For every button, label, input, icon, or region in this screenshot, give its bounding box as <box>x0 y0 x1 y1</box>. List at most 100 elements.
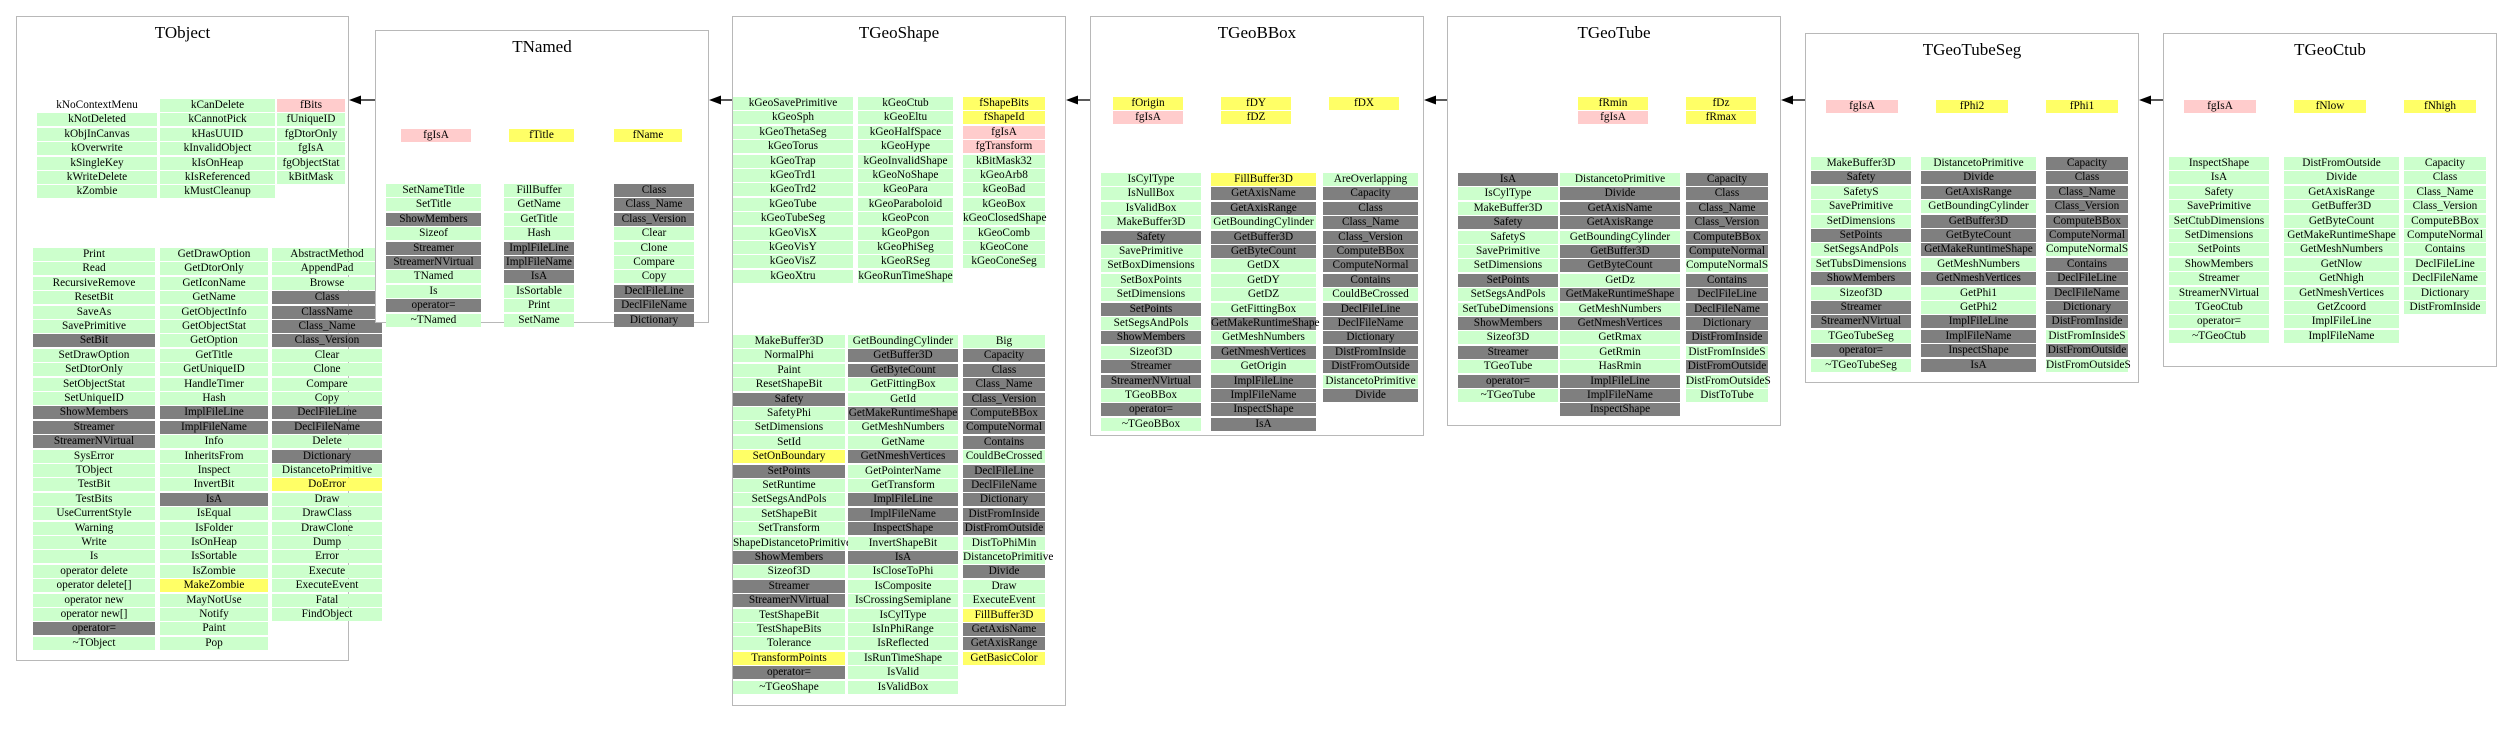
method: GetAxisRange <box>1921 185 2036 199</box>
data-member: kGeoComb <box>963 226 1045 240</box>
data-member: kGeoPara <box>858 183 953 197</box>
method: SaveAs <box>33 305 155 319</box>
method: FillBuffer <box>504 184 574 197</box>
inheritance-arrowhead-icon <box>1424 95 1436 105</box>
data-member: kGeoTrd1 <box>733 169 853 182</box>
method: TNamed <box>386 270 481 284</box>
method: SetSegsAndPols <box>1811 243 1911 257</box>
data-member: kGeoRunTimeShape <box>858 269 953 283</box>
method: ShowMembers <box>33 406 155 420</box>
method: IsSortable <box>160 550 268 564</box>
method: Inspect <box>160 464 268 477</box>
method: DistToPhiMin <box>963 536 1045 550</box>
method: ShowMembers <box>386 212 481 226</box>
method: SetSegsAndPols <box>733 493 845 507</box>
method: GetNmeshVertices <box>1211 345 1316 359</box>
method: GetMakeRuntimeShape <box>848 407 958 420</box>
method: GetFittingBox <box>848 378 958 392</box>
method: InspectShape <box>1560 403 1680 417</box>
data-member: kGeoVisX <box>733 226 853 240</box>
data-member: fgIsA <box>401 129 471 142</box>
method: ~TObject <box>33 636 155 650</box>
method: SetTransform <box>733 522 845 536</box>
method: IsCylType <box>1458 187 1558 201</box>
method: CouldBeCrossed <box>963 450 1045 464</box>
method: Streamer <box>33 420 155 434</box>
method: Safety <box>733 392 845 406</box>
method: Dictionary <box>963 493 1045 507</box>
method: GetMakeRuntimeShape <box>1921 243 2036 257</box>
method: GetBoundingCylinder <box>1211 216 1316 230</box>
method: IsFolder <box>160 521 268 535</box>
method: SetDimensions <box>1101 288 1201 302</box>
method: DoError <box>272 478 382 492</box>
method: IsValidBox <box>848 680 958 694</box>
method: GetMakeRuntimeShape <box>1211 317 1320 330</box>
method: SetDtorOnly <box>33 363 155 377</box>
method: TestShapeBit <box>733 608 845 622</box>
method: DistFromOutside <box>2046 344 2128 358</box>
method: IsZombie <box>160 564 268 578</box>
method: Contains <box>1323 273 1418 287</box>
method: GetBuffer3D <box>2284 200 2399 214</box>
method: IsOnHeap <box>160 536 268 549</box>
method: GetByteCount <box>1211 245 1316 258</box>
method: ImplFileName <box>1921 329 2036 343</box>
data-member: kGeoTubeSeg <box>733 212 853 226</box>
data-member: fgIsA <box>1113 111 1183 125</box>
method: StreamerNVirtual <box>1811 315 1911 329</box>
method: operator delete <box>33 564 155 578</box>
method: DeclFileName <box>963 479 1045 492</box>
method: Divide <box>1560 187 1680 201</box>
method: DistFromOutside <box>963 522 1045 536</box>
data-member: fName <box>614 129 682 142</box>
method: IsEqual <box>160 507 268 521</box>
method: GetTransform <box>848 479 958 492</box>
method: operator= <box>2169 315 2269 329</box>
method: DistancetoPrimitive <box>1921 157 2036 170</box>
method: IsValid <box>848 666 958 680</box>
data-member: fShapeBits <box>963 97 1045 110</box>
method: GetTitle <box>160 348 268 362</box>
method: IsA <box>1921 358 2036 372</box>
method: DeclFileName <box>272 420 382 434</box>
method: StreamerNVirtual <box>2169 286 2269 300</box>
method: Print <box>504 299 574 313</box>
method: GetIconName <box>160 276 268 290</box>
method: GetAxisName <box>963 623 1045 636</box>
method: GetAxisRange <box>2284 185 2399 199</box>
method: DeclFileLine <box>2046 272 2128 286</box>
method: MakeBuffer3D <box>733 335 845 348</box>
method: ComputeBBox <box>2404 214 2486 228</box>
data-member: kGeoTrd2 <box>733 183 853 197</box>
method: Streamer <box>733 579 845 593</box>
method: SetOnBoundary <box>733 450 845 464</box>
data-member: kCannotPick <box>160 113 275 127</box>
method: GetPhi2 <box>1921 301 2036 314</box>
method: GetBuffer3D <box>1560 245 1680 258</box>
method: InvertShapeBit <box>848 536 958 550</box>
method: GetBuffer3D <box>1211 230 1316 244</box>
method: DeclFileLine <box>1686 288 1768 302</box>
method: Delete <box>272 435 382 449</box>
method: GetAxisRange <box>1560 216 1680 230</box>
method: Fatal <box>272 593 382 607</box>
method: ImplFileLine <box>848 493 958 507</box>
data-member: fgIsA <box>1578 111 1648 125</box>
method: IsA <box>1458 173 1558 186</box>
method: IsReflected <box>848 637 958 651</box>
method: ComputeNormal <box>963 421 1045 435</box>
method: ImplFileName <box>1211 389 1316 402</box>
method: DistFromInside <box>1686 331 1768 345</box>
data-member: kGeoClosedShape <box>963 212 1047 226</box>
data-member: kGeoVisZ <box>733 255 853 269</box>
method: TObject <box>33 464 155 477</box>
method: Paint <box>160 622 268 636</box>
method: DeclFileLine <box>1323 302 1418 316</box>
data-member: kGeoEltu <box>858 111 953 125</box>
method: TGeoCtub <box>2169 301 2269 314</box>
method: SetPoints <box>733 464 845 478</box>
method: ExecuteEvent <box>963 594 1045 608</box>
method: IsCrossingSemiplane <box>848 594 958 608</box>
method: SetNameTitle <box>386 184 481 197</box>
